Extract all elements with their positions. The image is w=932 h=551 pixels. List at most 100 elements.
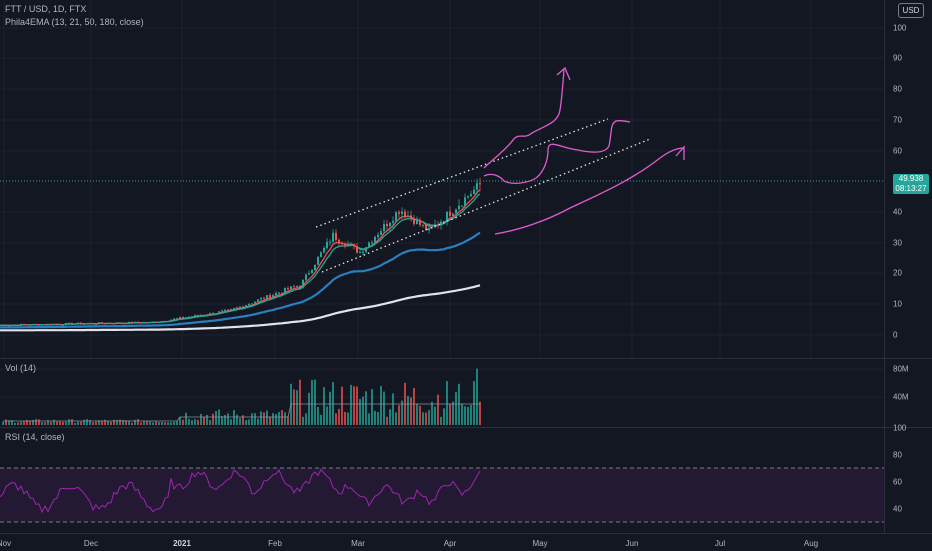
volume-bar xyxy=(287,416,289,425)
candle-body xyxy=(425,224,427,231)
candle-body xyxy=(461,205,463,207)
candle-body xyxy=(98,322,100,325)
freehand-arrow-bottom xyxy=(494,145,685,235)
volume-axis[interactable]: 80M 40M xyxy=(884,359,932,427)
volume-bar xyxy=(428,410,430,425)
volume-bar xyxy=(284,412,286,425)
candle-body xyxy=(392,220,394,223)
candle-body xyxy=(170,319,172,322)
volume-bar xyxy=(101,420,103,425)
candle-body xyxy=(413,218,415,225)
candle-body xyxy=(431,227,433,229)
candle-body xyxy=(365,247,367,252)
currency-button[interactable]: USD xyxy=(898,3,924,18)
volume-bar xyxy=(182,419,184,425)
volume-bar xyxy=(233,410,235,425)
volume-bar xyxy=(197,419,199,425)
volume-bar xyxy=(467,406,469,425)
volume-bar xyxy=(281,410,283,425)
candle-body xyxy=(116,322,118,324)
volume-bar xyxy=(449,403,451,425)
rsi-axis[interactable]: 100 80 60 40 xyxy=(884,424,932,533)
candle-body xyxy=(80,322,82,325)
volume-bar xyxy=(464,406,466,425)
volume-bar xyxy=(257,418,259,425)
price-tick: 60 xyxy=(893,146,902,156)
pane-divider-1[interactable] xyxy=(0,358,932,359)
pane-divider-2[interactable] xyxy=(0,427,932,428)
candle-body xyxy=(146,322,148,324)
trend-drawings[interactable] xyxy=(315,66,685,273)
price-pane[interactable]: FTT / USD, 1D, FTX Phila4EMA (13, 21, 50… xyxy=(0,0,884,358)
candle-body xyxy=(299,285,301,288)
volume-bar xyxy=(107,420,109,425)
volume-bar xyxy=(320,414,322,425)
candle-body xyxy=(191,316,193,318)
price-tick: 40 xyxy=(893,207,902,217)
indicator-label[interactable]: Phila4EMA (13, 21, 50, 180, close) xyxy=(5,17,144,27)
candle-body xyxy=(161,320,163,322)
rsi-label[interactable]: RSI (14, close) xyxy=(5,432,65,442)
lower-channel-line xyxy=(321,138,651,273)
volume-tick: 40M xyxy=(893,392,909,402)
candle-body xyxy=(41,324,43,326)
candle-body xyxy=(182,316,184,319)
candle-body xyxy=(32,323,34,326)
volume-bar xyxy=(335,413,337,425)
volume-pane[interactable]: Vol (14) xyxy=(0,359,884,427)
volume-label[interactable]: Vol (14) xyxy=(5,363,37,373)
volume-bar xyxy=(38,419,40,425)
candle-body xyxy=(176,318,178,320)
volume-bar xyxy=(272,413,274,425)
candle-body xyxy=(347,244,349,247)
volume-bar xyxy=(455,392,457,425)
candle-body xyxy=(155,321,157,323)
volume-bar xyxy=(203,417,205,425)
candle-body xyxy=(95,323,97,325)
volume-bar xyxy=(212,413,214,425)
volume-bar xyxy=(443,408,445,425)
time-tick: Apr xyxy=(443,539,457,548)
volume-bar xyxy=(2,421,4,425)
candle-body xyxy=(470,194,472,197)
candle-body xyxy=(179,316,181,319)
candle-body xyxy=(314,264,316,271)
time-tick: Jul xyxy=(714,539,726,548)
volume-bar xyxy=(242,415,244,425)
candle-body xyxy=(341,242,343,245)
price-tick: 80 xyxy=(893,84,902,94)
candle-body xyxy=(29,324,31,326)
volume-bar xyxy=(368,413,370,425)
rsi-pane[interactable]: RSI (14, close) xyxy=(0,428,884,533)
candle-body xyxy=(194,314,196,317)
volume-bar xyxy=(311,379,313,425)
candle-body xyxy=(272,295,274,298)
candle-body xyxy=(317,256,319,265)
candle-body xyxy=(389,222,391,227)
candle-body xyxy=(353,244,355,247)
symbol-title[interactable]: FTT / USD, 1D, FTX xyxy=(5,4,87,14)
volume-bar xyxy=(116,419,118,425)
rsi-chart-canvas[interactable] xyxy=(0,428,884,533)
price-chart-canvas[interactable] xyxy=(0,0,884,358)
candle-body xyxy=(164,320,166,322)
volume-bar xyxy=(8,420,10,425)
volume-bar xyxy=(413,387,415,425)
candle-body xyxy=(149,322,151,324)
rsi-line xyxy=(0,468,481,514)
volume-chart-canvas[interactable] xyxy=(0,359,884,427)
time-axis[interactable] xyxy=(0,533,932,551)
candle-body xyxy=(56,324,58,326)
candle-body xyxy=(287,288,289,290)
volume-bar xyxy=(80,421,82,425)
candle-body xyxy=(269,295,271,298)
candle-body xyxy=(26,324,28,326)
candle-body xyxy=(446,211,448,222)
volume-bar xyxy=(155,421,157,425)
volume-bar xyxy=(23,420,25,425)
volume-bar xyxy=(62,422,64,425)
volume-bar xyxy=(149,421,151,425)
candle-body xyxy=(344,244,346,247)
candle-body xyxy=(296,285,298,287)
volume-bar xyxy=(92,422,94,425)
